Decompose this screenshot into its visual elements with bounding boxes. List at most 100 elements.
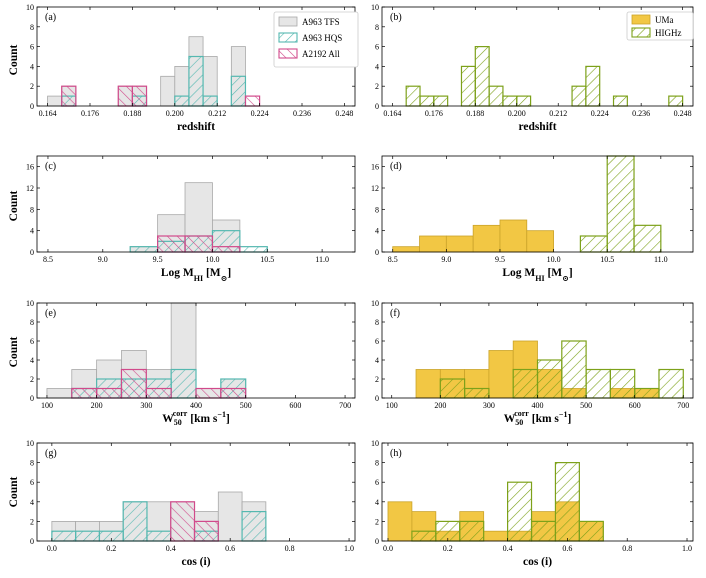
- x-tick-label-g-3: 0.6: [225, 544, 235, 553]
- bar-e-a2192-all-3: [120, 368, 147, 399]
- y-tick-label-d-0: 0: [375, 248, 379, 257]
- bar-h-uma-0: [387, 501, 413, 542]
- y-tick-label-g-3: 6: [30, 478, 34, 487]
- y-tick-label-b-3: 6: [375, 43, 379, 52]
- bar-f-highz-8: [609, 368, 636, 399]
- bar-h-uma-4: [483, 530, 508, 542]
- x-tick-label-d-1: 9.0: [441, 255, 451, 264]
- bar-a-a2192-all-14: [244, 95, 261, 107]
- panel-label-d: (d): [390, 161, 402, 172]
- x-axis-label-c: Log MHI [M⊙]: [161, 267, 231, 283]
- axes-frame-g: [36, 442, 356, 542]
- panel-label-g: (g): [45, 448, 57, 459]
- bar-d-uma-2: [445, 235, 474, 253]
- y-tick-label-a-3: 6: [30, 43, 34, 52]
- y-tick-label-g-5: 10: [26, 439, 34, 448]
- bar-g-a2192-all-6: [193, 520, 219, 542]
- y-tick-label-a-5: 10: [26, 3, 34, 12]
- bar-d-uma-0: [392, 246, 420, 253]
- legend-left: A963 TFS A963 HQS A2192 All: [273, 11, 359, 68]
- legend-label-highz: HIGHz: [655, 28, 682, 38]
- panel-label-e: (e): [45, 308, 56, 319]
- bar-c-a2192-all-2: [184, 235, 214, 253]
- y-tick-label-a-4: 8: [30, 23, 34, 32]
- bar-a-a2192-all-1: [61, 85, 77, 107]
- bar-f-highz-10: [658, 368, 684, 399]
- bar-h-highz-7: [554, 462, 580, 542]
- y-tick-label-g-0: 0: [30, 537, 34, 546]
- bar-b-highz-13: [585, 65, 601, 107]
- x-tick-label-d-3: 10.0: [547, 255, 561, 264]
- x-tick-label-b-6: 0.236: [632, 109, 650, 118]
- x-tick-label-e-0: 100: [41, 401, 53, 410]
- y-tick-label-d-3: 12: [371, 184, 379, 193]
- y-tick-label-b-5: 10: [371, 3, 379, 12]
- x-tick-label-h-2: 0.4: [503, 544, 513, 553]
- bar-e-a963-tfs-0: [46, 388, 73, 399]
- y-tick-label-b-1: 2: [375, 82, 379, 91]
- x-tick-label-c-4: 10.5: [260, 255, 274, 264]
- panel-g: 0.0 0.2 0.4 0.6 0.8 1.0 0 2 4 6 8 10 (g) cos (i): [26, 439, 356, 568]
- x-tick-label-d-5: 11.0: [654, 255, 668, 264]
- y-axis-label-a: Count: [8, 44, 20, 75]
- y-tick-label-f-1: 2: [375, 375, 379, 384]
- y-tick-label-f-2: 4: [375, 356, 379, 365]
- panel-a: 0.164 0.176 0.188 0.200 0.212 0.224 0.236 0.248…: [26, 3, 356, 133]
- y-tick-label-h-4: 8: [375, 459, 379, 468]
- legend-label-uma: UMa: [655, 15, 674, 25]
- x-tick-label-b-7: 0.248: [674, 109, 692, 118]
- x-tick-label-c-3: 10.0: [205, 255, 219, 264]
- x-tick-label-e-2: 300: [140, 401, 152, 410]
- y-tick-label-f-5: 10: [371, 299, 379, 308]
- bar-e-a2192-all-2: [96, 387, 123, 399]
- x-tick-label-a-1: 0.176: [81, 109, 99, 118]
- panel-label-c: (c): [45, 161, 56, 172]
- x-tick-label-g-0: 0.0: [47, 544, 57, 553]
- bar-d-uma-1: [419, 235, 447, 253]
- y-axis-label-g: Count: [8, 476, 20, 507]
- bar-h-highz-5: [507, 481, 533, 542]
- bar-g-a963-hqs-1: [75, 530, 101, 542]
- x-tick-label-b-4: 0.212: [549, 109, 567, 118]
- bar-h-highz-3: [459, 520, 485, 542]
- y-tick-label-f-0: 0: [375, 394, 379, 403]
- x-tick-label-d-4: 10.5: [600, 255, 614, 264]
- x-tick-label-f-2: 300: [483, 401, 495, 410]
- bar-f-highz-2: [464, 387, 490, 399]
- x-tick-label-e-3: 400: [190, 401, 202, 410]
- x-axis-label-f: W50corr [km s−1]: [504, 409, 572, 427]
- bar-g-a963-tfs-7: [217, 491, 243, 542]
- panel-label-h: (h): [390, 448, 402, 459]
- bar-b-highz-5: [474, 45, 490, 107]
- bar-f-highz-9: [634, 387, 660, 399]
- x-tick-label-h-4: 0.8: [622, 544, 632, 553]
- bar-b-highz-1: [419, 95, 435, 107]
- y-tick-label-d-1: 4: [375, 227, 379, 236]
- x-tick-label-g-5: 1.0: [344, 544, 354, 553]
- bar-c-a2192-all-3: [211, 246, 241, 253]
- bar-c-a2192-all-1: [157, 235, 186, 253]
- y-tick-label-d-2: 8: [375, 205, 379, 214]
- x-tick-label-f-6: 700: [677, 401, 689, 410]
- bar-d-uma-3: [472, 224, 501, 253]
- bar-h-highz-8: [578, 520, 604, 542]
- x-tick-label-h-5: 1.0: [682, 544, 692, 553]
- x-tick-label-b-2: 0.188: [466, 109, 484, 118]
- bar-d-highz-2: [633, 224, 662, 253]
- bar-e-a2192-all-4: [145, 387, 172, 399]
- x-tick-label-h-3: 0.6: [562, 544, 572, 553]
- legend-swatch-uma: [631, 14, 651, 25]
- y-tick-label-d-4: 16: [371, 163, 379, 172]
- y-tick-label-e-3: 6: [30, 337, 34, 346]
- bar-f-highz-1: [439, 378, 466, 399]
- bar-g-a963-hqs-0: [51, 530, 77, 542]
- x-tick-label-g-1: 0.2: [106, 544, 116, 553]
- x-tick-label-a-0: 0.164: [39, 109, 57, 118]
- bar-b-highz-7: [502, 95, 518, 107]
- y-tick-label-a-2: 4: [30, 62, 34, 71]
- panel-c: 8.5 9.0 9.5 10.0 10.5 11.0 0 4 8 12 16 (c) Log MHI […: [26, 155, 356, 283]
- bar-f-highz-4: [512, 368, 539, 399]
- x-tick-label-c-0: 8.5: [43, 255, 53, 264]
- y-tick-label-c-4: 16: [26, 163, 34, 172]
